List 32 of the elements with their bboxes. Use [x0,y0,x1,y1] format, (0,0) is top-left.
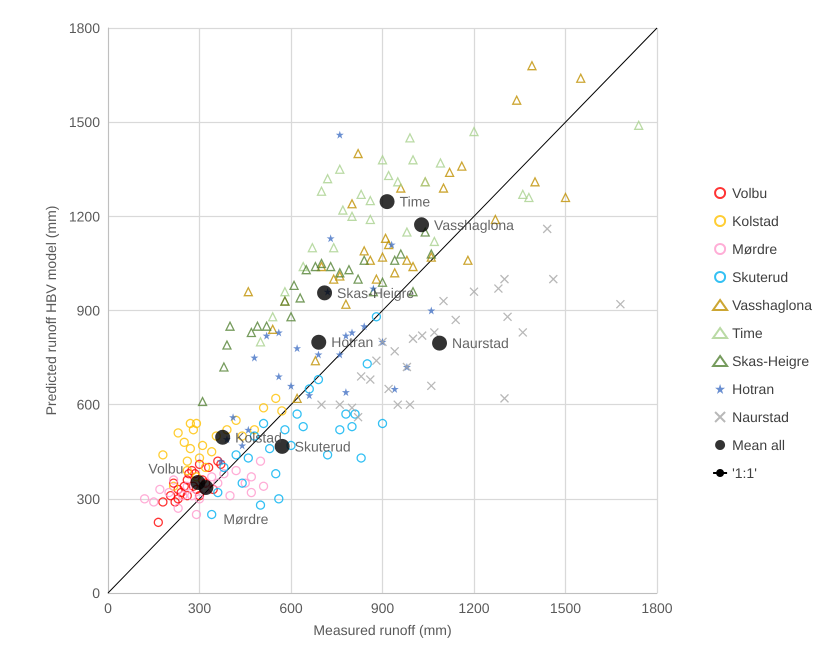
x-axis-title: Measured runoff (mm) [313,622,452,638]
data-label: Naurstad [452,335,509,352]
x-tick-label: 300 [188,600,212,616]
x-tick-label: 900 [370,600,394,616]
x-tick-label: 0 [104,600,112,616]
y-tick-label: 300 [76,490,100,507]
x-tick-label: 600 [279,600,303,616]
x-tick-label: 1500 [550,600,582,616]
legend-label: Kolstad [732,213,779,229]
legend-label: Vasshaglona [732,297,812,313]
legend-label: Time [732,325,763,341]
y-tick-label: 900 [76,302,100,318]
y-tick-label: 600 [76,396,100,413]
data-label: Mørdre [223,511,269,528]
y-tick-label: 0 [92,585,100,601]
x-tick-label: 1200 [458,600,490,616]
legend-label: Skuterud [732,269,788,285]
y-axis-title: Predicted runoff HBV model (mm) [42,206,59,416]
legend-label: Mørdre [732,241,778,257]
data-label: Time [400,194,430,210]
legend-label: Volbu [732,185,768,201]
legend-label: Naurstad [732,409,789,425]
data-label: Skuterud [294,438,351,454]
legend-label: Mean all [732,437,786,453]
legend-label: '1:1' [732,465,757,481]
legend-label: Skas-Heigre [732,353,810,369]
y-tick-label: 1800 [68,20,100,36]
y-tick-label: 1200 [68,208,100,224]
y-tick-label: 1500 [68,114,100,130]
data-label: Volbu [148,460,184,477]
legend-label: Hotran [732,381,774,397]
x-tick-label: 1800 [641,600,673,616]
